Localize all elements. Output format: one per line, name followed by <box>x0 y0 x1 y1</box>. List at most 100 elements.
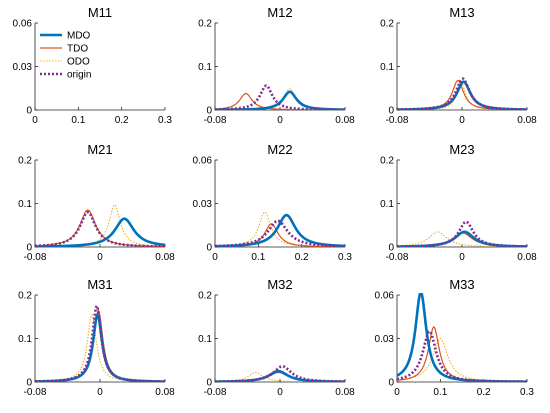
x-tick-label: 0 <box>212 252 218 263</box>
subplot-title: M22 <box>267 142 292 157</box>
x-tick-label: 0.3 <box>520 387 534 398</box>
y-tick-label: 0 <box>26 243 32 254</box>
legend-label: origin <box>67 70 91 81</box>
y-tick-label: 0 <box>26 378 32 389</box>
legend-label: ODO <box>67 57 90 68</box>
subplot-title: M12 <box>267 5 292 20</box>
x-tick-label: 0.08 <box>517 252 537 263</box>
x-tick-label: 0 <box>277 387 283 398</box>
y-tick-label: 0 <box>388 106 394 117</box>
y-tick-label: 0.1 <box>18 199 32 210</box>
x-tick-label: 0.08 <box>155 252 175 263</box>
y-tick-label: 0.06 <box>193 156 213 167</box>
y-tick-label: 0 <box>26 106 32 117</box>
x-tick-label: 0 <box>97 387 103 398</box>
x-tick-label: 0 <box>394 387 400 398</box>
x-tick-label: 0.08 <box>155 387 175 398</box>
y-tick-label: 0.2 <box>380 156 394 167</box>
y-tick-label: 0 <box>206 243 212 254</box>
axis-lines <box>214 295 345 383</box>
series-line-mdo <box>215 213 345 247</box>
x-tick-label: 0.2 <box>295 252 309 263</box>
series-line-origin <box>35 210 165 247</box>
x-tick-label: 0.1 <box>71 115 85 126</box>
series-line-mdo <box>397 293 527 382</box>
axis-lines <box>214 160 345 248</box>
y-tick-label: 0.2 <box>380 19 394 30</box>
subplot-m11: M11 0 0.1 0.2 0.3 0 0.03 0.06 <box>13 5 173 126</box>
series-line-tdo <box>397 326 527 382</box>
x-tick-label: 0.3 <box>158 115 172 126</box>
series-line-origin <box>397 329 527 382</box>
series-line-origin <box>35 302 165 382</box>
x-tick-label: 0 <box>459 252 465 263</box>
subplot-title: M33 <box>449 277 474 292</box>
x-tick-label: 0.08 <box>335 387 355 398</box>
legend-label: TDO <box>67 44 88 55</box>
x-tick-label: 0.08 <box>517 115 537 126</box>
y-tick-label: 0.2 <box>18 291 32 302</box>
x-tick-label: 0.3 <box>338 252 352 263</box>
axis-lines <box>396 160 527 248</box>
y-tick-label: 0 <box>206 106 212 117</box>
y-tick-label: 0 <box>388 243 394 254</box>
series-line-odo <box>397 231 527 247</box>
series-line-odo <box>215 87 345 110</box>
subplot-title: M13 <box>449 5 474 20</box>
series-line-origin <box>215 365 345 382</box>
y-tick-label: 0.03 <box>193 199 213 210</box>
y-tick-label: 0.1 <box>380 199 394 210</box>
x-tick-label: 0 <box>277 115 283 126</box>
y-tick-label: 0 <box>388 378 394 389</box>
y-tick-label: 0.03 <box>375 334 395 345</box>
x-tick-label: -0.08 <box>24 252 47 263</box>
x-tick-label: 0 <box>32 115 38 126</box>
axis-lines <box>34 295 165 383</box>
subplot-m33: M33 0 0.1 0.2 0.3 0 0.03 0.06 <box>375 277 535 398</box>
series-line-origin <box>397 77 527 110</box>
legend: MDO TDO ODO origin <box>40 31 91 81</box>
y-tick-label: 0.2 <box>18 156 32 167</box>
y-tick-label: 0.2 <box>198 19 212 30</box>
series-line-origin <box>215 84 345 110</box>
subplot-m22: M22 0 0.1 0.2 0.3 0 0.03 0.06 <box>193 142 353 263</box>
x-tick-label: -0.08 <box>204 115 227 126</box>
series-line-tdo <box>215 223 345 247</box>
x-tick-label: 0.2 <box>477 387 491 398</box>
x-tick-label: 0.08 <box>335 115 355 126</box>
x-tick-label: 0.2 <box>115 115 129 126</box>
y-tick-label: 0.1 <box>198 334 212 345</box>
y-tick-label: 0.1 <box>380 62 394 73</box>
series-line-mdo <box>397 80 527 110</box>
subplot-title: M11 <box>88 5 112 20</box>
subplot-title: M21 <box>87 142 112 157</box>
y-tick-label: 0.06 <box>13 19 33 30</box>
x-tick-label: -0.08 <box>386 115 409 126</box>
x-tick-label: -0.08 <box>204 387 227 398</box>
y-tick-label: 0.1 <box>18 334 32 345</box>
series-line-odo <box>215 211 345 247</box>
x-tick-label: -0.08 <box>24 387 47 398</box>
y-tick-label: 0.1 <box>198 62 212 73</box>
y-tick-label: 0 <box>206 378 212 389</box>
subplot-title: M31 <box>87 277 112 292</box>
x-tick-label: -0.08 <box>386 252 409 263</box>
axis-lines <box>34 160 165 248</box>
x-tick-label: 0 <box>97 252 103 263</box>
series-line-origin <box>215 219 345 247</box>
subplot-title: M23 <box>449 142 474 157</box>
y-tick-label: 0.2 <box>198 291 212 302</box>
y-tick-label: 0.06 <box>375 291 395 302</box>
axis-lines <box>214 23 345 111</box>
axis-lines <box>396 23 527 111</box>
x-tick-label: 0.1 <box>433 387 447 398</box>
x-tick-label: 0 <box>459 115 465 126</box>
series-line-origin <box>397 220 527 247</box>
